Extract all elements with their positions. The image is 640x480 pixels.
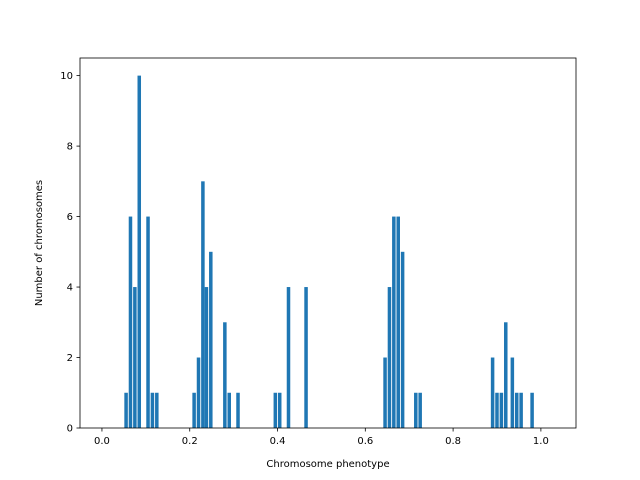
bar — [396, 216, 400, 428]
bar — [490, 357, 495, 428]
y-axis-label: Number of chromosomes — [34, 180, 45, 306]
axes-frame — [79, 57, 577, 429]
bar — [383, 357, 387, 428]
bar — [201, 181, 205, 428]
x-tick-label: 0.6 — [357, 436, 373, 447]
y-axis-ticks: 0 2 4 6 8 10 — [60, 71, 80, 435]
y-tick-label: 10 — [60, 71, 73, 82]
bar — [133, 287, 137, 428]
bar — [418, 392, 422, 428]
bar-group — [124, 75, 534, 428]
bar — [146, 216, 150, 428]
y-tick-label: 6 — [67, 212, 73, 223]
bar — [392, 216, 396, 428]
bar — [150, 392, 155, 428]
bar — [223, 322, 227, 428]
x-axis-ticks: 0.0 0.2 0.4 0.6 0.8 1.0 — [94, 428, 549, 447]
bar — [495, 392, 499, 428]
bar — [273, 392, 278, 428]
bar — [286, 287, 291, 428]
bar — [514, 392, 519, 428]
bar — [499, 392, 504, 428]
bar — [192, 392, 196, 428]
bar — [387, 287, 392, 428]
x-axis-label: Chromosome phenotype — [266, 459, 389, 470]
x-tick-label: 1.0 — [533, 436, 549, 447]
x-tick-label: 0.0 — [94, 436, 110, 447]
bar — [209, 251, 213, 428]
bar — [236, 392, 240, 428]
y-tick-label: 0 — [67, 424, 73, 435]
bar — [519, 392, 523, 428]
y-tick-label: 4 — [67, 283, 73, 294]
bar — [414, 392, 418, 428]
bar — [128, 216, 133, 428]
bar — [304, 287, 308, 428]
x-tick-label: 0.2 — [182, 436, 198, 447]
bar — [155, 392, 159, 428]
bar — [204, 287, 209, 428]
bar — [124, 392, 128, 428]
y-tick-label: 8 — [67, 142, 73, 153]
x-tick-label: 0.4 — [270, 436, 286, 447]
bar — [400, 251, 405, 428]
bar — [227, 392, 231, 428]
bar — [510, 357, 515, 428]
bar — [137, 75, 142, 428]
bar — [277, 392, 282, 428]
y-tick-label: 2 — [67, 353, 73, 364]
x-tick-label: 0.8 — [445, 436, 461, 447]
bar — [504, 322, 508, 428]
bar — [196, 357, 201, 428]
bar — [530, 392, 534, 428]
